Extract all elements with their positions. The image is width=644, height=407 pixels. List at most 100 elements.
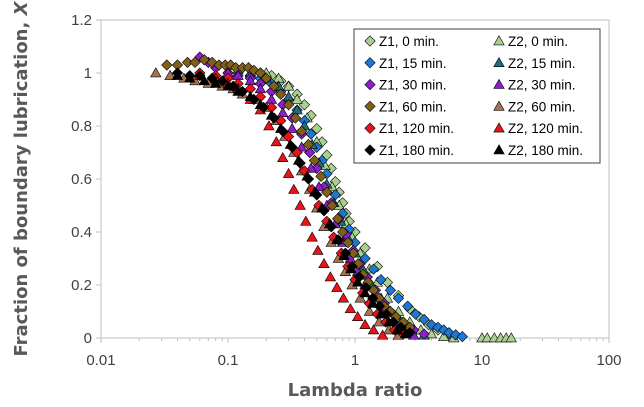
data-point — [367, 324, 380, 335]
legend-marker — [364, 35, 376, 47]
legend-entry-label: Z1, 60 min. — [379, 99, 447, 114]
legend-entry-label: Z2, 180 min. — [508, 143, 583, 158]
legend-entry-label: Z1, 30 min. — [379, 78, 447, 93]
data-point — [384, 284, 397, 296]
data-point — [244, 91, 257, 102]
data-point — [222, 80, 234, 91]
legend-entry-label: Z1, 180 min. — [379, 143, 454, 158]
y-axis-title-text: Fraction of boundary lubrication, — [11, 15, 32, 356]
data-point — [198, 75, 210, 86]
legend-marker — [493, 35, 505, 46]
data-point — [331, 234, 343, 245]
series-11 — [171, 69, 412, 339]
legend-marker — [493, 122, 505, 133]
legend-marker — [364, 78, 376, 91]
data-point — [316, 202, 328, 213]
legend-marker — [364, 122, 376, 134]
data-point — [291, 104, 303, 115]
x-tick-label: 1 — [351, 352, 359, 369]
data-point — [289, 112, 302, 124]
data-point — [232, 85, 244, 96]
data-point — [194, 70, 206, 82]
y-axis-title-symbol: X — [11, 0, 32, 16]
data-point — [225, 59, 237, 71]
legend: Z1, 0 min. Z2, 0 min. Z1, 15 min. Z2, 15 mi… — [353, 28, 601, 164]
x-tick-label: 0.1 — [218, 352, 239, 369]
data-point — [375, 274, 387, 286]
data-point — [323, 218, 336, 229]
x-axis: 0.01 0.1 1 10 100 — [86, 338, 622, 369]
y-tick-label: 0 — [84, 330, 92, 347]
y-axis: 0 0.2 0.4 0.6 0.8 1 1.2 — [71, 12, 101, 347]
legend-entry-label: Z1, 120 min. — [379, 121, 454, 136]
data-point — [206, 72, 218, 84]
data-point — [270, 136, 283, 147]
data-point — [399, 328, 412, 339]
data-point — [274, 122, 287, 133]
data-point — [164, 69, 176, 80]
data-point — [206, 56, 218, 69]
data-point — [351, 276, 364, 287]
data-point — [505, 332, 517, 343]
y-tick-label: 0.4 — [71, 224, 92, 241]
data-point — [311, 123, 323, 135]
data-point — [277, 106, 289, 117]
data-point — [324, 271, 337, 282]
data-point — [376, 329, 389, 340]
y-tick-label: 0.6 — [71, 171, 92, 188]
data-point — [315, 170, 327, 182]
legend-entry-label: Z2, 60 min. — [508, 99, 576, 114]
legend-marker — [493, 100, 505, 111]
data-point — [337, 292, 350, 303]
legend-marker — [364, 57, 376, 69]
legend-entry-label: Z2, 15 min. — [508, 56, 576, 71]
data-point — [344, 303, 357, 314]
data-point — [282, 99, 295, 111]
data-point — [282, 130, 295, 143]
legend-box — [353, 28, 601, 164]
data-point — [392, 292, 405, 304]
data-point — [181, 56, 194, 69]
data-point — [318, 257, 330, 269]
legend-entry-label: Z1, 0 min. — [379, 34, 439, 49]
data-point — [254, 98, 267, 109]
data-point — [347, 247, 359, 259]
data-point — [342, 236, 354, 249]
data-point — [184, 72, 196, 83]
y-tick-label: 1.2 — [71, 12, 92, 29]
data-point — [367, 263, 380, 275]
data-point — [308, 154, 321, 167]
x-tick-label: 100 — [596, 352, 621, 369]
legend-entry-label: Z1, 15 min. — [379, 56, 447, 71]
legend-marker — [364, 144, 376, 156]
data-point — [282, 167, 295, 178]
data-point — [438, 330, 450, 341]
data-point — [331, 281, 343, 292]
legend-marker — [493, 144, 505, 155]
data-point — [359, 287, 371, 298]
data-point — [363, 305, 376, 316]
data-point — [301, 170, 313, 181]
data-point — [375, 308, 387, 319]
data-point — [351, 310, 364, 322]
data-point — [383, 316, 395, 327]
legend-entry-label: Z2, 30 min. — [508, 78, 576, 93]
y-axis-title: Fraction of boundary lubrication, X — [11, 0, 32, 356]
data-point — [275, 88, 287, 100]
data-point — [216, 75, 228, 87]
data-point — [189, 56, 201, 69]
data-points — [150, 51, 517, 343]
data-point — [161, 59, 173, 71]
legend-marker — [493, 56, 505, 67]
data-point — [338, 250, 350, 261]
data-point — [337, 226, 349, 238]
data-point — [345, 263, 357, 274]
data-point — [306, 231, 318, 242]
legend-entry-label: Z2, 120 min. — [508, 121, 583, 136]
y-tick-label: 0.2 — [71, 277, 92, 294]
data-point — [260, 72, 272, 84]
data-point — [332, 213, 344, 225]
data-point — [209, 77, 222, 88]
data-point — [409, 308, 422, 320]
